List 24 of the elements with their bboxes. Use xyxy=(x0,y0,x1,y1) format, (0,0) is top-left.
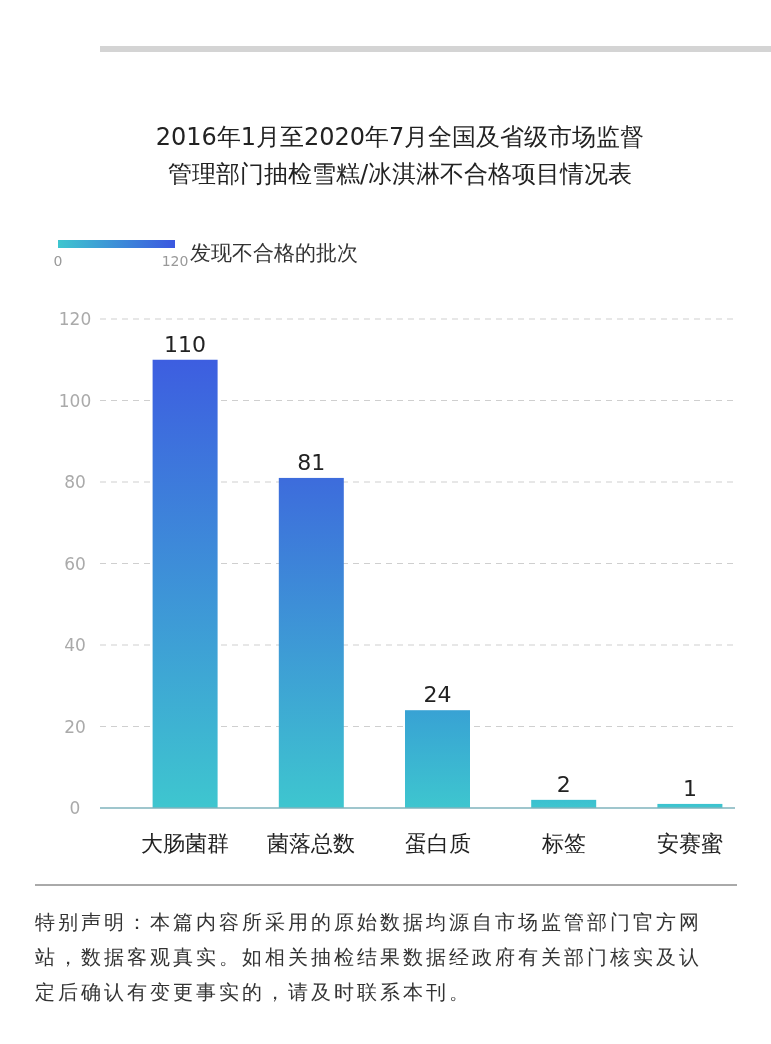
color-bar-label: 120 xyxy=(161,253,189,269)
x-tick-label: 大肠菌群 xyxy=(141,831,230,856)
color-bar-title: 发现不合格的批次 xyxy=(190,241,358,265)
chart-title: 2016年1月至2020年7月全国及省级市场监督管理部门抽检雪糕/冰淇淋不合格项目情况表 xyxy=(155,123,645,188)
x-tick-label: 安赛蜜 xyxy=(656,831,723,856)
x-tick-label: 菌落总数 xyxy=(267,831,356,856)
y-tick-label: 100 xyxy=(58,390,92,411)
y-tick-label: 60 xyxy=(64,553,86,574)
data-label: 24 xyxy=(423,682,452,708)
data-label: 81 xyxy=(297,449,326,475)
bar xyxy=(278,477,344,808)
data-label: 110 xyxy=(164,331,207,357)
y-tick-label: 120 xyxy=(58,309,92,329)
y-tick-label: 40 xyxy=(64,635,86,655)
y-tick-label: 80 xyxy=(64,472,86,492)
x-tick-label: 标签 xyxy=(540,831,586,856)
x-tick-label: 蛋白质 xyxy=(404,831,471,856)
data-label: 1 xyxy=(682,775,697,801)
data-label: 2 xyxy=(556,771,571,797)
y-tick-label: 0 xyxy=(69,798,81,818)
bar xyxy=(405,710,470,808)
text: 特别声明：本篇内容所采用的原始数据均源自市场监管部门官方网站，数据客观真实。如相关抽检结果数据经政府有关部门核实及认定后确认有变更事实的，请及时联系本刊。 xyxy=(35,910,702,1004)
bar xyxy=(152,359,218,808)
y-tick-label: 20 xyxy=(64,716,86,737)
